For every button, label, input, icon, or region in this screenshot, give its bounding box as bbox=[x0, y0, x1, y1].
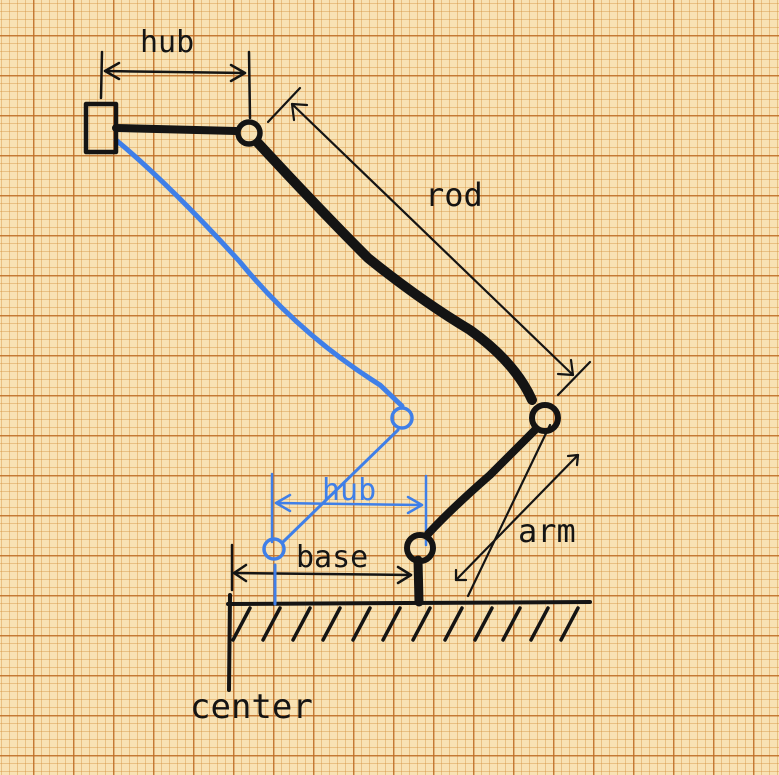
arm-label: arm bbox=[518, 512, 576, 550]
rod bbox=[253, 138, 537, 405]
blue-arm bbox=[281, 428, 400, 544]
center-line bbox=[227, 593, 232, 692]
main-linkage bbox=[83, 101, 561, 607]
center-label: center bbox=[190, 687, 313, 727]
rod-label: rod bbox=[425, 176, 483, 214]
joint-base bbox=[404, 532, 436, 564]
joint-hub bbox=[235, 119, 263, 147]
hub-bar bbox=[112, 124, 240, 135]
hub-top-dimension bbox=[99, 50, 252, 120]
ground-line bbox=[226, 600, 592, 606]
blue-joint-lower bbox=[262, 537, 286, 561]
hub-top-label: hub bbox=[140, 25, 194, 60]
blue-rod bbox=[113, 137, 405, 409]
joint-rod-arm bbox=[529, 402, 561, 434]
hub-bottom-label: hub bbox=[322, 473, 376, 508]
base-dimension bbox=[230, 543, 413, 592]
arm-dimension bbox=[454, 423, 580, 598]
post bbox=[413, 555, 424, 607]
slider-block bbox=[83, 101, 119, 155]
alternate-linkage bbox=[113, 137, 414, 606]
rod-dimension bbox=[266, 86, 592, 397]
ground-hatching bbox=[231, 606, 580, 642]
base-label: base bbox=[296, 540, 368, 575]
arm bbox=[424, 426, 539, 538]
ground bbox=[226, 600, 592, 642]
blue-joint-upper bbox=[390, 406, 414, 430]
